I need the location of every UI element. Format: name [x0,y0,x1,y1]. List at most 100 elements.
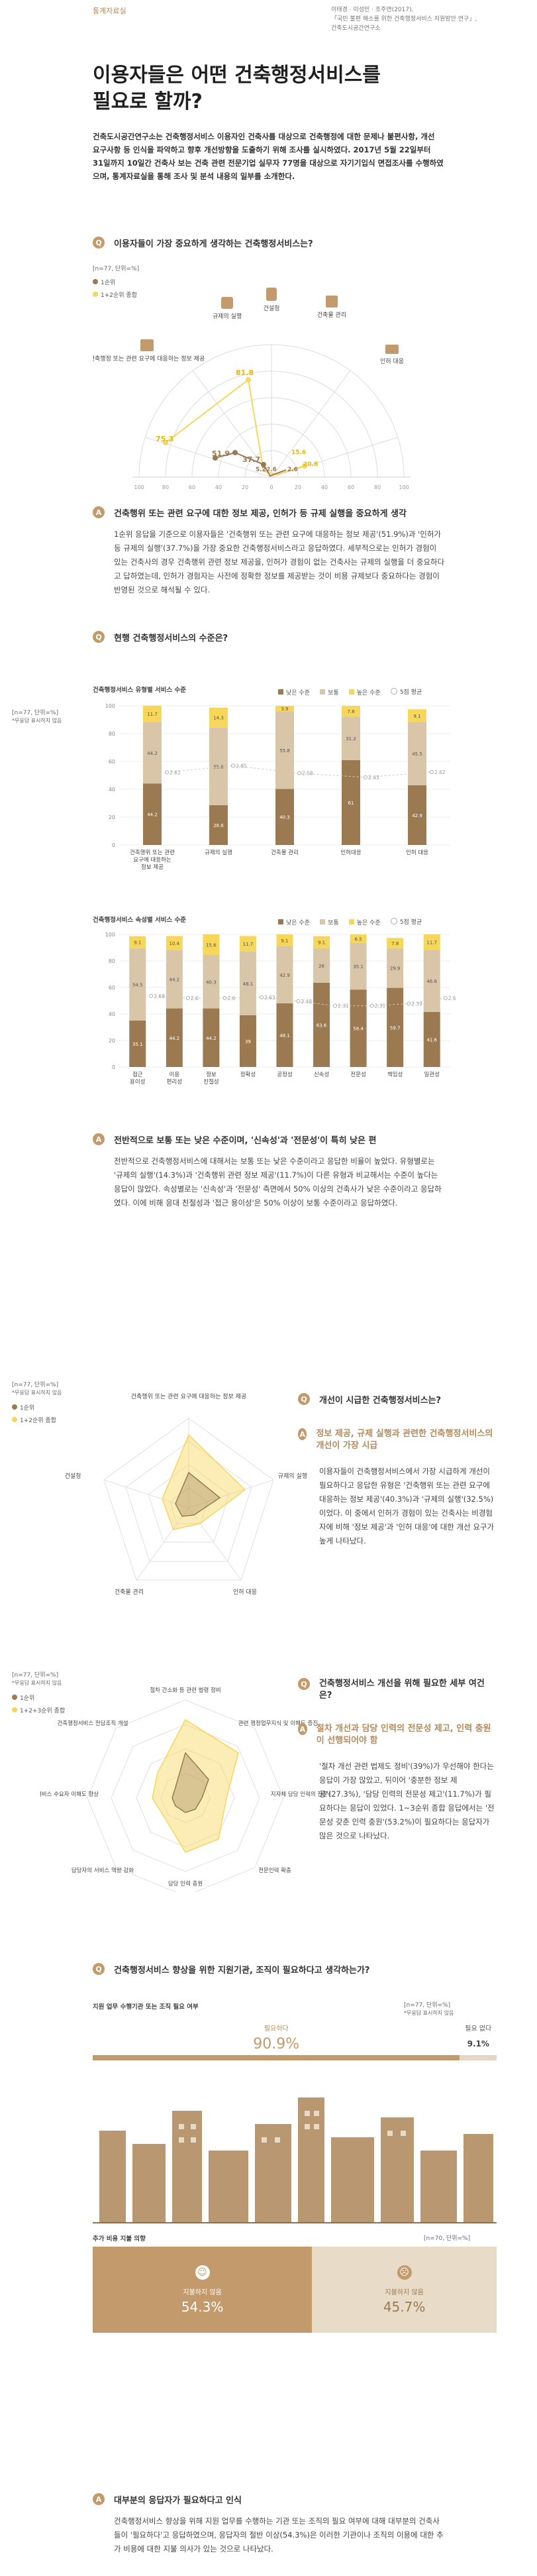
question-2: Q 현행 건축행정서비스의 수준은? [93,630,228,644]
requirements-radar: 절차 간소화 등 관련 법령 정비 관련 행정업무지식 및 이해도 증진 지자체… [40,1687,331,1892]
support-icon [385,345,399,354]
y-tick-label: 100 [105,932,115,938]
bar-segment [275,706,294,712]
average-label: 2.6 [448,995,456,1001]
bar-segment [129,948,146,1021]
bar-segment [408,785,426,845]
question-5: Q 건축행정서비스 향상을 위한 지원기관, 조직이 필요하다고 생각하는가? [93,1962,369,1976]
pay-yes-block: ☺ 지불하지 않음 54.3% [93,2247,313,2333]
answer-heading-text: 정보 제공, 규제 실행과 관련한 건축행정서비스의 개선이 가장 시급 [316,1429,493,1451]
answer-icon: A [93,506,105,518]
average-label: 2.61 [170,769,181,775]
radar-axis-label: 서비스 수요자 이해도 향상 [40,1791,99,1798]
category-label: 책임성 [387,1071,403,1078]
y-tick-label: 20 [109,1038,115,1044]
windows [179,2111,406,2143]
bar-segment [203,1008,220,1067]
radar-axis-label: 절차 간소화 등 관련 법령 정비 [150,1687,220,1694]
legend-label: 낮은 수준 [286,689,310,697]
bar-segment [408,709,426,722]
legend-label: 보통 [328,689,339,697]
legend: 1순위 1+2순위 종합 [93,274,144,300]
bar-segment [209,707,228,728]
bar-value-label: 44.2 [170,977,180,982]
legend-swatch [12,1417,17,1422]
legend-item: 5점 평균 [390,917,422,926]
source-line: 건축도시공간연구소 [331,25,381,32]
legend-label: 5점 평균 [399,689,422,696]
checklist-icon [221,297,233,309]
average-label: 2.43 [368,775,379,781]
axis-tick-label: 100 [399,484,409,490]
category-label: 용이성 [130,1078,145,1086]
bar-value-label: 9.1 [318,940,325,946]
no-need-label: 필요 없다 [465,2025,492,2033]
bar-segment [350,989,367,1067]
average-label: 2.63 [264,995,275,1001]
y-tick-label: 80 [109,731,115,737]
average-label: 2.48 [301,999,313,1005]
grid-spoke [271,437,398,478]
bar-value-label: 26 [318,964,324,969]
title-line: 필요로 할까? [93,90,203,113]
bar-value-label: 6.5 [355,937,362,942]
n-note: *무응답 표시하지 않음 [12,718,62,724]
bar-value-label: 14.3 [213,716,224,721]
legend-swatch [12,1695,17,1700]
answer-5-body: 건축행정서비스 향상을 위해 지원 업무를 수행하는 기관 또는 조직의 필요 … [114,2516,444,2553]
building-icon [326,296,338,308]
bar-segment [342,759,360,845]
answer-2-heading: A 전반적으로 보통 또는 낮은 수준이며, '신속성'과 '전문성'이 특히 … [93,1132,376,1147]
radar-ring [170,1487,208,1524]
pay-no-block: ☹ 지불하지 않음 45.7% [312,2247,497,2333]
pay-yes-value: 54.3% [181,2298,224,2315]
need-bar-title: 지원 업무 수행기관 또는 조직 필요 여부 [93,2003,199,2011]
need-value: 90.9% [253,2035,300,2052]
radar-axis-label: 지자체 담당 인력의 전문성 제고 [271,1791,331,1798]
category-label: 공정성 [277,1071,292,1078]
no-need-bar-segment [460,2055,497,2060]
question-icon: Q [93,631,105,643]
legend-label: 1순위 [20,1695,35,1702]
category-label: 신속성 [314,1072,329,1078]
bar-segment [387,948,404,988]
average-point [165,770,169,775]
legend-label: 1+2순위 종합 [20,1417,56,1424]
bar-value-label: 7.8 [347,709,354,714]
bar-segment [239,936,256,952]
legend-label: 1+2순위 종합 [101,292,137,299]
cityscape-illustration [93,2098,497,2223]
average-label: 2.31 [375,1003,386,1009]
bar-segment [276,1003,293,1067]
axis-tick-label: 40 [321,484,328,490]
building-official-icon [266,288,277,301]
category-label: 규제의 실행 [205,849,232,856]
bar-value-label: 11.7 [243,942,254,947]
data-label: 81.8 [236,368,254,377]
section-tag: 통계자료실 [93,7,126,15]
answer-heading-text: 건축행위 또는 관련 요구에 대한 정보 제공, 인허가 등 규제 실행을 중요… [114,508,407,519]
legend-item: 1순위 [12,1403,34,1412]
bar-segment [166,950,183,1009]
y-tick-label: 40 [109,1011,115,1017]
legend-item: 1+2순위 종합 [93,290,137,299]
bar-value-label: 48.1 [279,1033,290,1038]
bar-value-label: 54.5 [132,982,143,987]
bar-segment [276,934,293,946]
axis-tick-label: 20 [242,484,248,490]
series-area-1st [175,1471,221,1517]
legend-swatch [320,689,326,695]
bar-segment [209,727,228,805]
n-note: *무응답 표시하지 않음 [12,1390,62,1396]
y-tick-label: 80 [109,958,115,964]
category-label: 정보 [206,1071,217,1078]
question-icon: Q [93,237,105,249]
bar-value-label: 48.1 [243,981,254,987]
data-point [213,455,218,461]
grid-spoke [271,370,351,478]
smile-icon: ☺ [195,2265,210,2280]
category-label: 건축행정 또는 관련 요구에 대응하는 정보 제공 [93,355,205,363]
n-label: [n=70, 단위=%] [424,2235,471,2242]
